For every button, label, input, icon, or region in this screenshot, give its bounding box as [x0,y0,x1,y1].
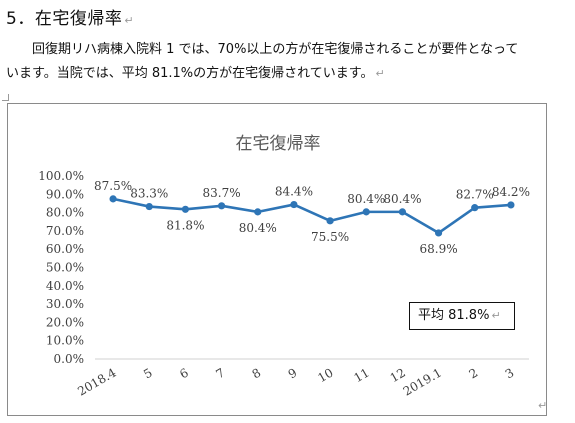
data-point [507,201,515,209]
paragraph-mark-icon: ↵ [491,309,501,322]
y-tick-label: 10.0% [46,334,84,348]
data-label: 75.5% [311,230,349,244]
y-tick-label: 70.0% [46,224,84,238]
data-label: 80.4% [347,192,385,206]
paragraph-mark-icon: ↵ [124,14,135,27]
data-label: 83.7% [203,186,241,200]
data-point [109,195,117,203]
y-tick-label: 40.0% [46,279,84,293]
average-annotation-text: 平均 81.8% [418,308,490,323]
data-point [434,229,443,237]
body-paragraph: 回復期リハ病棟入院料 1 では、70%以上の方が在宅復帰されることが要件となって… [6,38,572,86]
data-point [471,204,479,212]
data-label: 83.3% [130,187,168,201]
paragraph-mark-icon: ↵ [538,399,548,412]
text-boundary-corner-icon [2,94,9,101]
data-label: 87.5% [94,179,132,193]
series-line [109,195,515,237]
series-polyline [112,197,512,235]
y-tick-label: 90.0% [46,187,84,201]
data-point [217,202,226,210]
data-point [362,208,370,216]
data-label: 68.9% [420,242,458,256]
data-point [181,205,190,213]
y-tick-label: 20.0% [46,315,84,329]
data-point [290,200,298,209]
x-tick-label: 8 [250,365,264,381]
data-label: 84.4% [275,185,313,199]
x-tick-label: 12 [388,365,408,385]
y-tick-label: 80.0% [46,206,84,220]
chart-title: 在宅復帰率 [236,134,321,154]
x-tick-label: 2018.4 [75,365,119,398]
section-heading: 5．在宅復帰率 ↵ [6,4,134,29]
data-label: 80.4% [383,192,421,206]
y-tick-label: 60.0% [46,242,84,256]
y-tick-label: 100.0% [38,169,84,183]
x-tick-label: 6 [177,365,191,381]
chart-canvas: 在宅復帰率 0.0%10.0%20.0%30.0%40.0%50.0%60.0%… [38,134,530,399]
data-label: 84.2% [492,185,530,199]
paragraph-mark-icon: ↵ [375,67,385,80]
data-point [145,202,153,211]
x-tick-label: 10 [315,365,335,385]
x-tick-label: 2 [467,365,481,381]
data-point [326,217,334,225]
data-label: 80.4% [239,221,277,235]
data-label: 81.8% [166,218,204,232]
x-tick-label: 5 [141,365,155,381]
x-tick-label: 3 [503,365,517,381]
average-annotation: 平均 81.8% ↵ [409,302,515,330]
line-chart: 在宅復帰率 0.0% 10.0% 20.0% 30.0% 40.0% 50.0% 60.0%… [7,103,547,416]
data-label: 82.7% [456,188,494,202]
y-tick-label: 30.0% [46,297,84,311]
x-tick-label: 2019.1 [401,365,444,398]
data-labels: 87.5%83.3% 81.8% 83.7% 80.4% 84.4% 75.5% 80.4%… [94,179,530,256]
y-axis: 0.0% 10.0% 20.0% 30.0% 40.0% 50.0% 60.0% 70.0% 8… [38,169,84,366]
paragraph-line-1: 回復期リハ病棟入院料 1 では、70%以上の方が在宅復帰されることが要件となって [32,42,519,57]
data-point [254,208,262,216]
paragraph-line-2: います。当院では、平均 81.1%の方が在宅復帰されています。 [6,66,374,81]
x-tick-label: 9 [286,365,300,381]
y-tick-label: 0.0% [54,352,85,366]
x-tick-label: 11 [352,365,372,385]
x-tick-label: 7 [213,365,227,381]
data-point [398,208,407,216]
section-heading-text: 5．在宅復帰率 [6,9,123,29]
y-tick-label: 50.0% [46,261,84,275]
